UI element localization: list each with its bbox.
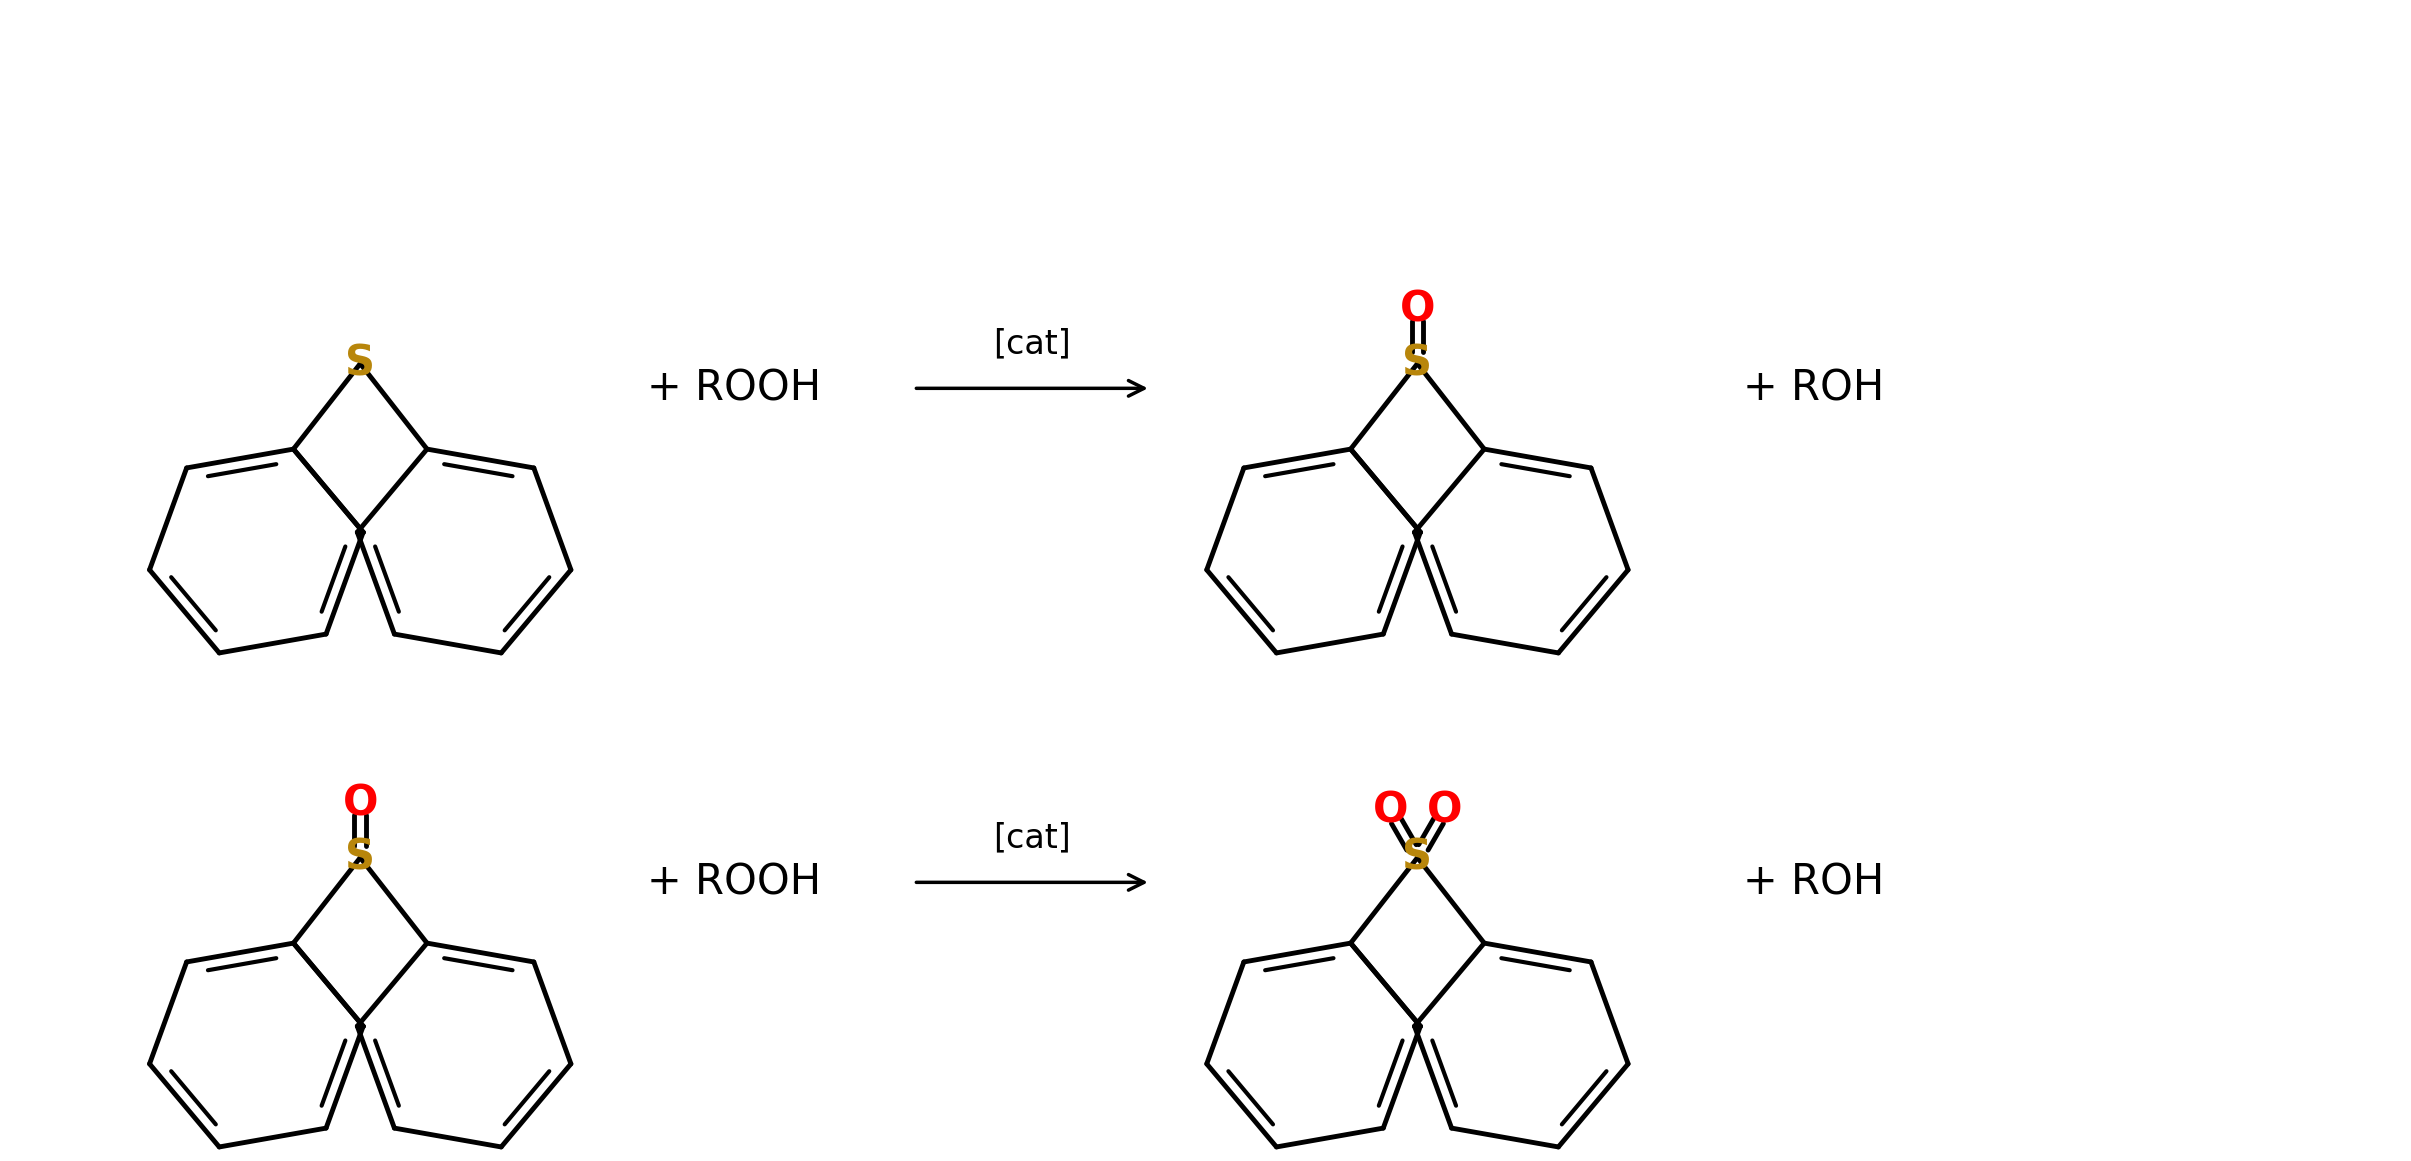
Text: + ROH: + ROH xyxy=(1743,367,1885,410)
Text: [cat]: [cat] xyxy=(993,327,1070,361)
Text: S: S xyxy=(345,837,376,879)
Text: + ROH: + ROH xyxy=(1743,861,1885,903)
Text: O: O xyxy=(1372,789,1408,831)
Text: S: S xyxy=(1403,837,1432,879)
Text: [cat]: [cat] xyxy=(993,822,1070,854)
Text: S: S xyxy=(1403,342,1432,384)
Text: + ROOH: + ROOH xyxy=(646,367,820,410)
Text: O: O xyxy=(1427,789,1463,831)
Text: S: S xyxy=(345,342,376,384)
Text: O: O xyxy=(1401,288,1435,330)
Text: O: O xyxy=(342,783,379,824)
Text: + ROOH: + ROOH xyxy=(646,861,820,903)
